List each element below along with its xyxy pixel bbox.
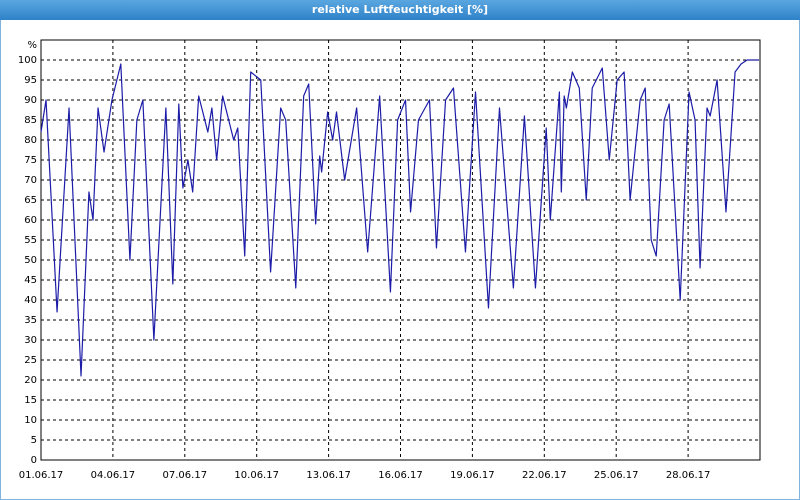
y-tick-label: 45: [24, 275, 37, 286]
x-tick-label: 25.06.17: [594, 470, 639, 481]
y-tick-label: 35: [24, 315, 37, 326]
x-tick-label: 07.06.17: [163, 470, 208, 481]
x-tick-label: 22.06.17: [522, 470, 567, 481]
y-tick-label: 90: [24, 95, 37, 106]
y-tick-label: 65: [24, 195, 37, 206]
y-tick-label: 20: [24, 375, 37, 386]
y-tick-label: 40: [24, 295, 37, 306]
plot-frame: [40, 39, 761, 461]
y-tick-label: 15: [24, 395, 37, 406]
y-tick-label: 50: [24, 255, 37, 266]
x-tick-label: 16.06.17: [378, 470, 423, 481]
y-tick-label: 100: [18, 55, 37, 66]
y-tick-label: 70: [24, 175, 37, 186]
x-tick-label: 04.06.17: [91, 470, 136, 481]
y-tick-label: 85: [24, 115, 37, 126]
title-bar: [0, 0, 800, 20]
y-tick-label: 75: [24, 155, 37, 166]
x-tick-label: 28.06.17: [666, 470, 711, 481]
y-tick-label: 55: [24, 235, 37, 246]
y-tick-label: 80: [24, 135, 37, 146]
x-tick-label: 19.06.17: [450, 470, 495, 481]
data-line: [40, 59, 760, 377]
chart-title: relative Luftfeuchtigkeit [%]: [312, 3, 488, 16]
y-tick-label: 25: [24, 355, 37, 366]
y-unit: %: [27, 40, 37, 51]
x-tick-label: 10.06.17: [234, 470, 279, 481]
y-tick-label: 60: [24, 215, 37, 226]
y-tick-label: 5: [31, 435, 37, 446]
y-tick-label: 0: [31, 455, 37, 466]
x-tick-label: 01.06.17: [19, 470, 64, 481]
y-tick-label: 30: [24, 335, 37, 346]
y-tick-label: 10: [24, 415, 37, 426]
y-tick-label: 95: [24, 75, 37, 86]
x-tick-label: 13.06.17: [306, 470, 351, 481]
